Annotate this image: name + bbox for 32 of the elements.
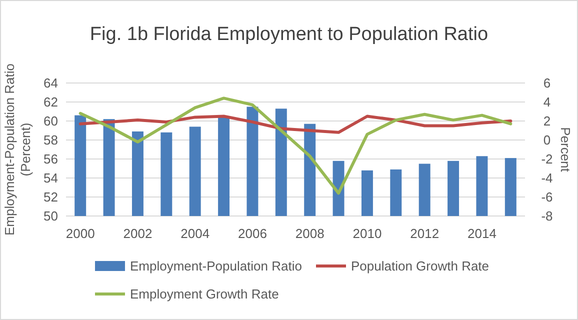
y2-tick-label: 2 — [543, 114, 551, 129]
y-tick-label: 62 — [44, 94, 58, 110]
y2-tick-label: -8 — [541, 208, 553, 224]
y2-tick-label: 6 — [543, 76, 551, 91]
y2-tick-label: 4 — [543, 94, 551, 110]
line-series — [78, 114, 512, 134]
y-axis-title: Employment-Population Ratio (Percent) — [2, 64, 33, 236]
x-tick-label: 2010 — [352, 226, 382, 241]
y-tick-label: 64 — [44, 76, 58, 91]
y-tick-label: 54 — [44, 170, 58, 186]
y-tick-label: 58 — [44, 132, 58, 148]
x-tick-label: 2000 — [66, 226, 95, 241]
chart-title: Fig. 1b Florida Employment to Population Ratio — [90, 24, 488, 45]
x-tick-label: 2014 — [468, 226, 496, 241]
y2-tick-label: -2 — [541, 152, 553, 167]
legend-label: Employment Growth Rate — [130, 286, 279, 302]
y2-axis-title: Percent — [558, 127, 573, 172]
y2-tick-label: -6 — [541, 190, 553, 205]
legend-label: Population Growth Rate — [351, 258, 490, 274]
legend-label: Employment-Population Ratio — [130, 258, 302, 274]
x-tick-label: 2002 — [123, 226, 152, 241]
y2-tick-label: -4 — [541, 170, 553, 186]
y-tick-label: 60 — [44, 114, 58, 129]
x-tick-label: 2008 — [295, 226, 324, 241]
y-tick-label: 56 — [44, 152, 58, 167]
y-tick-label: 50 — [44, 208, 58, 224]
y2-tick-label: 0 — [543, 132, 551, 148]
line-series — [78, 96, 512, 195]
x-tick-label: 2012 — [410, 226, 440, 241]
x-tick-label: 2004 — [180, 226, 210, 241]
y-tick-label: 52 — [44, 190, 58, 205]
x-tick-label: 2006 — [238, 226, 267, 241]
